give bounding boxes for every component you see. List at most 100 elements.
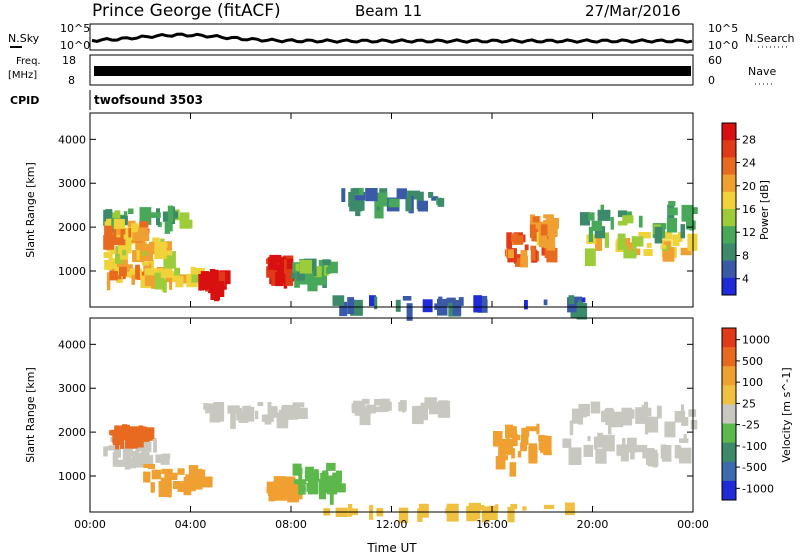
data-cell [194,469,206,484]
data-cell [414,405,426,419]
data-cell [279,258,284,271]
data-cell [662,231,673,240]
data-cell [513,235,524,245]
data-cell [108,258,122,269]
data-cell [155,454,166,463]
data-cell [149,241,155,255]
data-cell [335,470,342,482]
data-cell [348,191,355,207]
data-cell [106,272,111,291]
data-cell [662,247,675,262]
data-cell [296,271,308,281]
data-cell [446,297,456,306]
data-cell [160,454,170,465]
data-cell [406,195,411,209]
data-cell [114,425,125,434]
data-cell [678,447,692,464]
data-cell [525,426,537,432]
data-cell [458,297,464,306]
data-cell [313,266,322,278]
data-cell [621,407,633,426]
data-cell [512,426,517,444]
data-cell [269,254,282,263]
data-cell [538,235,548,248]
data-cell [299,259,312,274]
data-cell [668,201,676,207]
data-cell [506,232,513,249]
data-cell [543,214,554,219]
data-cell [667,207,678,216]
data-cell [142,455,154,467]
data-cell [281,479,286,486]
data-cell [645,448,655,465]
data-cell [108,445,118,450]
data-cell [568,295,575,304]
data-cell [164,221,171,234]
data-cell [473,295,482,313]
colorbar-tick-label: 8 [742,249,749,262]
data-cell [524,244,529,251]
freq-label-1: Freq. [16,56,41,67]
data-cell [168,271,180,283]
cpid-strip: CPID twofsound 3503 [10,90,203,110]
data-cell [293,270,297,275]
data-cell [135,241,146,250]
colorbar-swatch [722,480,736,501]
data-cell [547,222,558,237]
data-cell [610,217,614,230]
data-cell [507,506,515,523]
data-cell [278,485,288,492]
data-cell [202,274,210,290]
x-tick-label: 04:00 [175,518,207,531]
data-cell [543,299,548,306]
nave-label: Nave [748,65,776,78]
data-cell [266,481,278,490]
data-cell [594,226,606,239]
data-cell [683,434,687,442]
data-cell [348,504,353,517]
data-cell [114,210,121,222]
colorbar-swatch [722,277,736,296]
nsky-trace [91,32,693,44]
colorbar-tick-label: 100 [742,376,763,389]
data-cell [593,436,598,450]
colorbar-tick-label: 12 [742,226,756,239]
colorbar-swatch [722,157,736,176]
data-cell [398,402,407,412]
data-cell [422,299,433,313]
data-cell [341,188,346,202]
data-cell [540,224,549,240]
data-cell [139,207,152,225]
data-cell [578,411,584,425]
data-cell [275,272,284,287]
data-cell [544,504,555,510]
data-cell [622,215,634,224]
y-tick-label: 3000 [58,382,86,395]
data-cell [175,276,184,288]
data-cell [128,208,134,214]
data-cell [588,212,595,221]
data-cell [201,476,213,488]
data-cell [166,472,178,480]
data-cell [151,469,162,480]
data-cell [138,425,144,442]
data-cell [354,405,364,416]
data-cell [664,421,676,438]
data-cell [109,270,118,281]
data-cell [524,300,528,310]
data-cell [469,506,481,520]
freq-trace [94,66,691,76]
data-cell [630,409,635,419]
data-region [341,187,445,219]
data-region [103,218,150,250]
power-panel: 1000 2000 3000 4000 Slant Range [km] 4 8 12 16 20… [24,112,771,321]
y-axis-label: Slant Range [km] [24,162,37,258]
data-cell [546,247,558,263]
data-cell [200,271,210,280]
velocity-panel: 1000 2000 3000 4000 00:00 04:00 08:00 12:00 16:0… [24,317,793,531]
data-cell [520,255,528,268]
data-cell [532,221,544,229]
data-region [569,401,698,438]
date-title: 27/Mar/2016 [585,2,681,20]
x-tick-label: 16:00 [476,518,508,531]
